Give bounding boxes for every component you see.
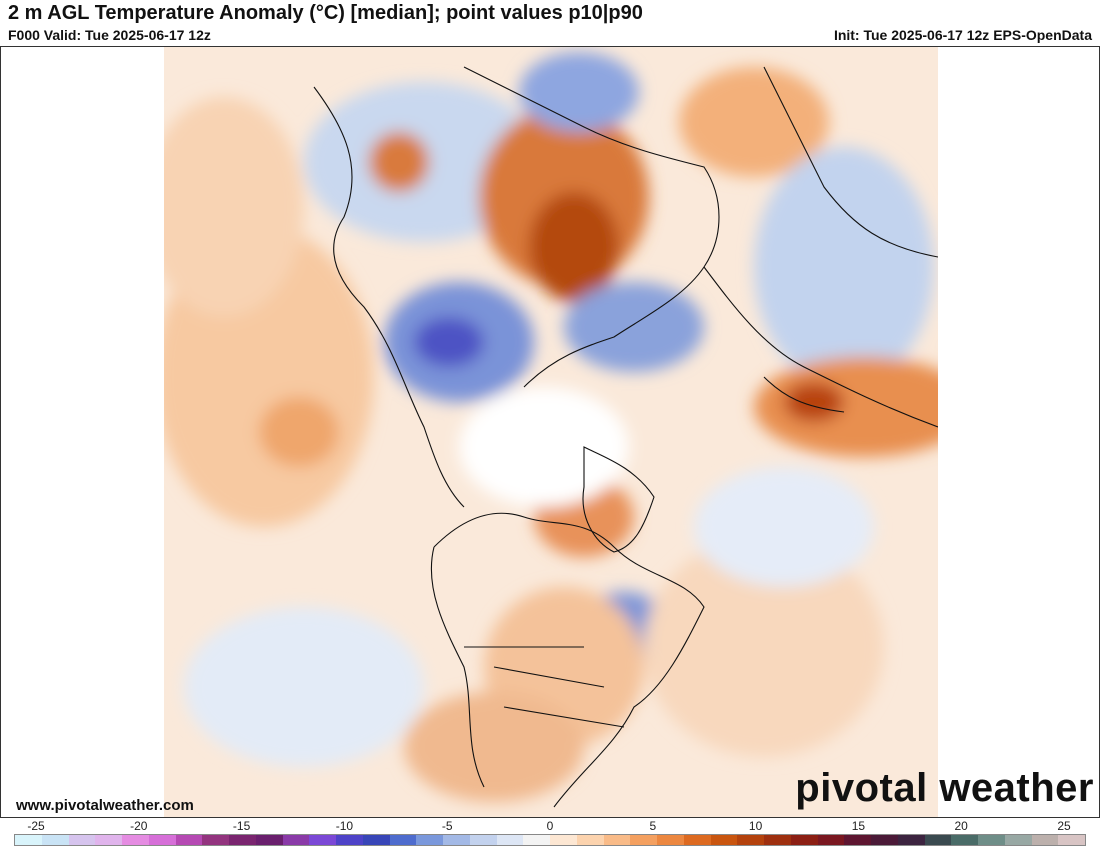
colorbar-tick-label: -5 [441, 819, 453, 833]
colorbar-labels: -25 -20 -15 -10 -5 0 5 10 15 20 25 [14, 819, 1086, 833]
colorbar-swatch [817, 835, 845, 845]
colorbar-swatch [790, 835, 818, 845]
colorbar [14, 834, 1086, 846]
colorbar-swatch [550, 835, 577, 845]
colorbar-swatch [175, 835, 203, 845]
colorbar-swatch [255, 835, 283, 845]
colorbar-swatch [1058, 835, 1085, 845]
init-time: Init: Tue 2025-06-17 12z EPS-OpenData [833, 27, 1092, 43]
colorbar-swatch [737, 835, 764, 845]
colorbar-swatch [15, 835, 42, 845]
colorbar-tick-label: 0 [546, 819, 554, 833]
map-title: 2 m AGL Temperature Anomaly (°C) [median… [8, 2, 643, 24]
colorbar-swatch [362, 835, 390, 845]
colorbar-swatch [229, 835, 256, 845]
anomaly-map[interactable] [164, 47, 938, 817]
colorbar-swatch [95, 835, 122, 845]
colorbar-swatch [68, 835, 96, 845]
colorbar-tick-label: 20 [954, 819, 968, 833]
colorbar-swatch [416, 835, 443, 845]
colorbar-swatch [336, 835, 363, 845]
site-url[interactable]: www.pivotalweather.com [16, 797, 194, 814]
brand-logo: pivotal weather [795, 766, 1094, 810]
colorbar-tick-label: 15 [851, 819, 866, 833]
map-frame [0, 46, 1100, 818]
colorbar-tick-label: 10 [748, 819, 763, 833]
colorbar-swatch [148, 835, 176, 845]
colorbar-swatch [924, 835, 952, 845]
colorbar-swatch [523, 835, 550, 845]
map-canvas [164, 47, 938, 817]
colorbar-swatch [897, 835, 925, 845]
colorbar-swatch [657, 835, 684, 845]
colorbar-swatch [496, 835, 524, 845]
colorbar-swatch [978, 835, 1005, 845]
colorbar-swatch [41, 835, 69, 845]
colorbar-swatch [389, 835, 417, 845]
colorbar-tick-label: -25 [27, 819, 45, 833]
colorbar-swatch [309, 835, 336, 845]
colorbar-swatch [1004, 835, 1032, 845]
colorbar-swatch [764, 835, 791, 845]
colorbar-swatch [1031, 835, 1059, 845]
colorbar-swatch [576, 835, 604, 845]
colorbar-swatch [630, 835, 657, 845]
colorbar-swatch [469, 835, 497, 845]
colorbar-tick-label: -15 [232, 819, 251, 833]
colorbar-tick-label: -10 [335, 819, 354, 833]
colorbar-tick-label: -20 [130, 819, 148, 833]
valid-time: F000 Valid: Tue 2025-06-17 12z [8, 27, 211, 43]
colorbar-swatch [683, 835, 711, 845]
colorbar-tick-label: 25 [1057, 819, 1071, 833]
colorbar-swatch [844, 835, 871, 845]
colorbar-swatch [871, 835, 898, 845]
colorbar-swatch [603, 835, 631, 845]
colorbar-tick-label: 5 [649, 819, 657, 833]
colorbar-swatch [443, 835, 470, 845]
colorbar-swatch [122, 835, 149, 845]
colorbar-swatch [710, 835, 738, 845]
colorbar-swatch [282, 835, 310, 845]
colorbar-swatch [202, 835, 229, 845]
colorbar-swatch [951, 835, 978, 845]
